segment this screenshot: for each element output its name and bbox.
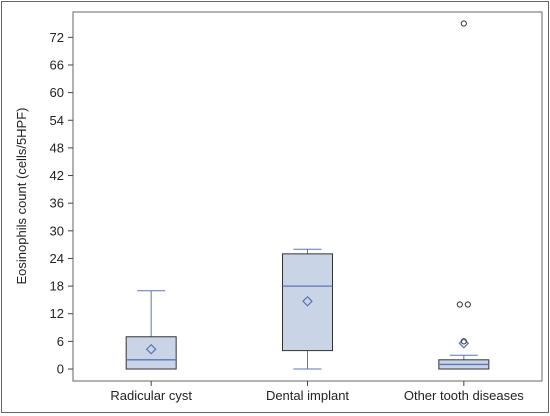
box-series [125,20,490,370]
y-tick-label: 36 [50,196,64,211]
y-tick-label: 42 [50,168,64,183]
y-tick-label: 0 [57,362,64,377]
y-tick-label: 72 [50,30,64,45]
x-tick-label: Dental implant [266,388,349,403]
y-tick-label: 30 [50,223,64,238]
x-tick-label: Other tooth diseases [404,388,524,403]
mean-marker [302,295,313,307]
x-axis: Radicular cyst Dental implant Other tooth … [110,381,524,403]
outlier-point [456,301,463,308]
mean-marker [145,343,157,355]
y-axis: 0 6 12 18 24 30 36 42 48 54 60 66 72 [50,30,73,377]
y-tick-label: 24 [50,251,64,266]
x-tick-label: Radicular cyst [110,388,192,403]
y-tick-label: 18 [50,279,64,294]
box-iqr [282,253,333,352]
y-tick-label: 60 [50,85,64,100]
y-tick-label: 6 [57,334,64,349]
y-tick-label: 12 [50,306,64,321]
y-tick-label: 54 [50,113,64,128]
outlier-point [464,301,471,308]
outlier-point [460,338,467,345]
outlier-point [460,20,467,27]
y-tick-label: 66 [50,57,64,72]
y-tick-label: 48 [50,140,64,155]
y-axis-title: Eosinophils count (cells/5HPF) [14,107,29,284]
